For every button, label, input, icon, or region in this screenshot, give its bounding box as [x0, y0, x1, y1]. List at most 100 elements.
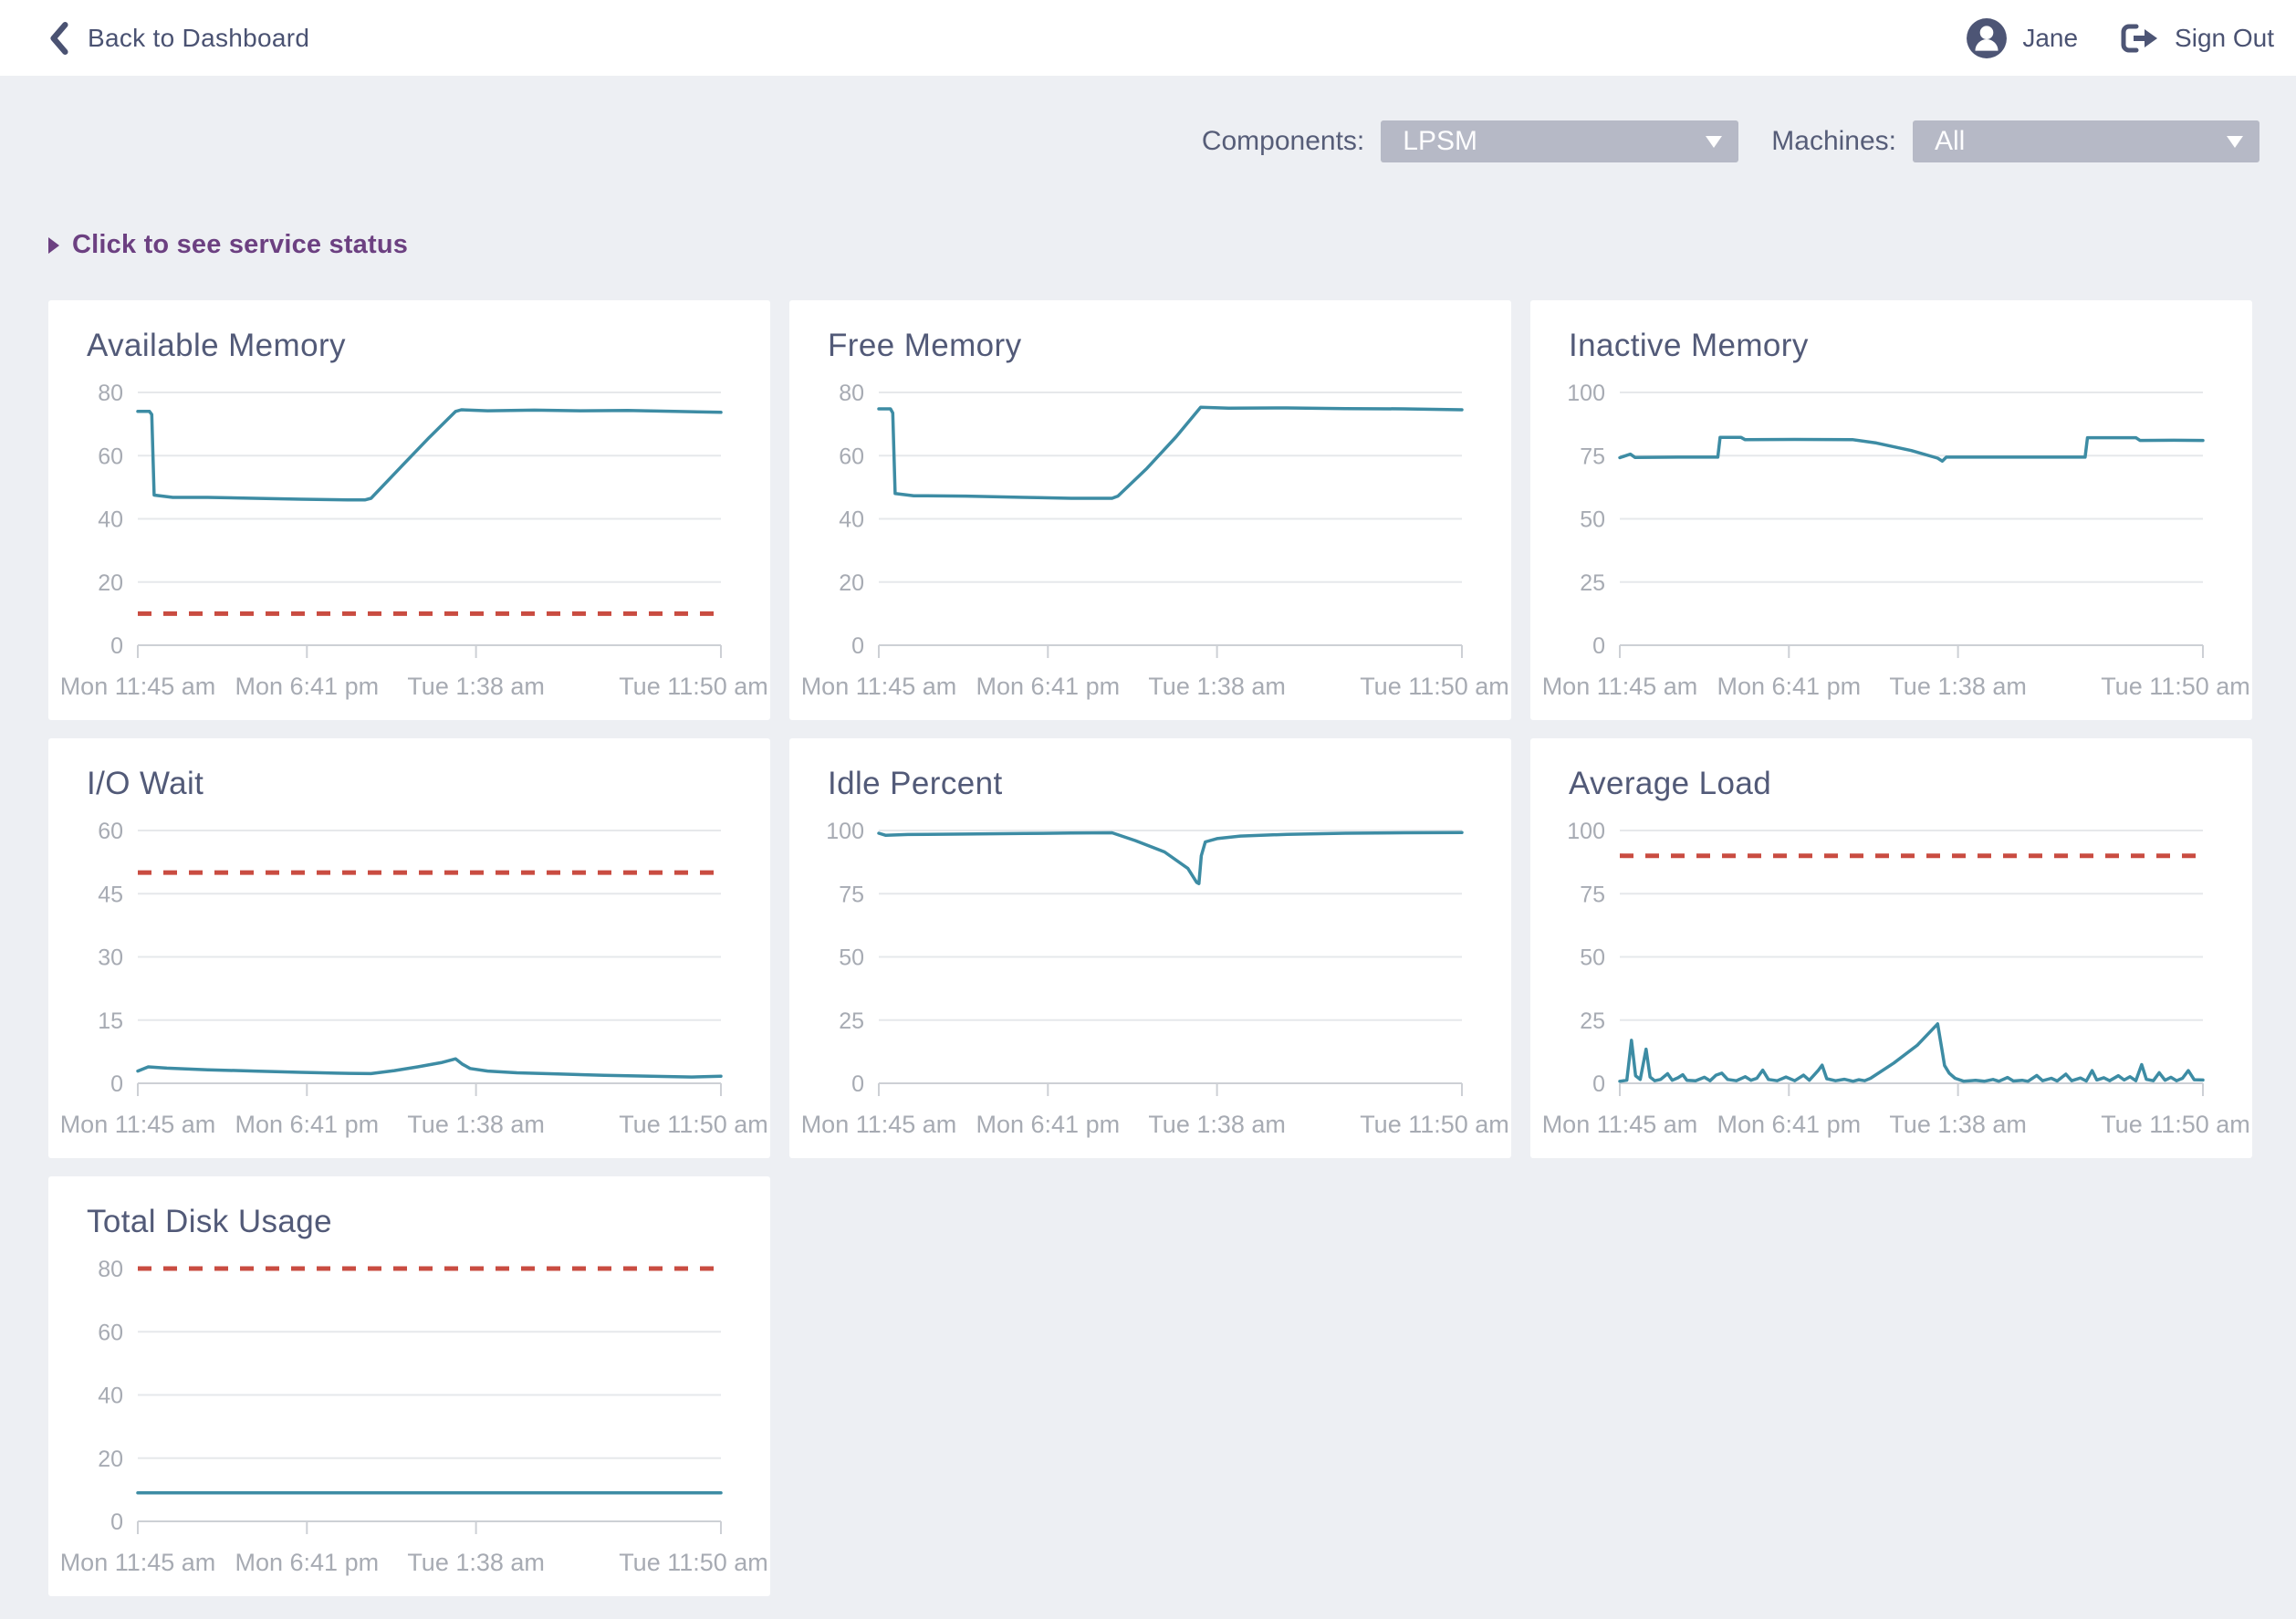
svg-text:Tue 1:38 am: Tue 1:38 am: [407, 673, 545, 700]
svg-text:60: 60: [98, 819, 123, 844]
svg-text:Mon 11:45 am: Mon 11:45 am: [60, 1111, 216, 1138]
chart-card-average-load: Average Load 0255075100Mon 11:45 amMon 6…: [1530, 738, 2252, 1158]
chart-card-free-memory: Free Memory 020406080Mon 11:45 amMon 6:4…: [789, 300, 1511, 720]
machines-selected-value: All: [1935, 126, 1965, 157]
svg-text:80: 80: [98, 381, 123, 406]
svg-text:Tue 1:38 am: Tue 1:38 am: [1889, 673, 2027, 700]
chart-card-idle-percent: Idle Percent 0255075100Mon 11:45 amMon 6…: [789, 738, 1511, 1158]
svg-text:Tue 11:50 am: Tue 11:50 am: [619, 1111, 768, 1138]
svg-text:Tue 1:38 am: Tue 1:38 am: [1148, 1111, 1286, 1138]
service-status-toggle[interactable]: Click to see service status: [48, 230, 408, 260]
available-memory-chart: 0 20 40 60 80 Mon 11:45 am Mon 6:41 pm Tue 1:38…: [48, 300, 770, 720]
svg-text:75: 75: [839, 882, 864, 907]
svg-text:15: 15: [98, 1008, 123, 1034]
svg-text:25: 25: [1580, 1008, 1605, 1034]
svg-text:45: 45: [98, 882, 123, 907]
svg-text:20: 20: [839, 570, 864, 596]
svg-text:80: 80: [98, 1257, 123, 1282]
average-load-chart: 0 25 50 75 100 Mon 11:45 am Mon 6:41 pm Tue 1:3…: [1530, 738, 2252, 1158]
components-selected-value: LPSM: [1403, 126, 1477, 157]
svg-text:40: 40: [839, 507, 864, 533]
io-wait-chart: 0 15 30 45 60 Mon 11:45 am Mon 6:41 pm Tue 1:38…: [48, 738, 770, 1158]
user-name: Jane: [2022, 24, 2078, 53]
svg-text:20: 20: [98, 570, 123, 596]
svg-text:Tue 11:50 am: Tue 11:50 am: [1360, 673, 1509, 700]
svg-text:0: 0: [851, 1071, 864, 1097]
svg-text:Mon 11:45 am: Mon 11:45 am: [801, 673, 957, 700]
svg-text:0: 0: [1592, 633, 1605, 659]
components-select[interactable]: LPSM: [1381, 120, 1738, 162]
svg-text:Tue 1:38 am: Tue 1:38 am: [407, 1549, 545, 1576]
chart-card-total-disk-usage: Total Disk Usage 020406080Mon 11:45 amMo…: [48, 1176, 770, 1596]
svg-text:0: 0: [110, 1509, 123, 1535]
svg-text:Mon 6:41 pm: Mon 6:41 pm: [235, 673, 380, 700]
user-avatar-icon[interactable]: [1966, 17, 2008, 59]
svg-text:Mon 6:41 pm: Mon 6:41 pm: [235, 1111, 380, 1138]
svg-text:40: 40: [98, 507, 123, 533]
svg-text:Tue 11:50 am: Tue 11:50 am: [2101, 673, 2250, 700]
chart-grid: Available Memory 020406080Mon 11:45 amMo…: [48, 300, 2252, 1596]
svg-text:80: 80: [839, 381, 864, 406]
sign-out-label: Sign Out: [2175, 24, 2274, 53]
svg-text:Tue 11:50 am: Tue 11:50 am: [2101, 1111, 2250, 1138]
svg-text:75: 75: [1580, 882, 1605, 907]
svg-text:0: 0: [110, 633, 123, 659]
svg-text:Tue 11:50 am: Tue 11:50 am: [619, 1549, 768, 1576]
svg-text:100: 100: [1567, 381, 1605, 406]
svg-text:0: 0: [851, 633, 864, 659]
back-to-dashboard-button[interactable]: Back to Dashboard: [49, 22, 309, 55]
dropdown-arrow-icon: [2227, 136, 2243, 148]
svg-text:Mon 11:45 am: Mon 11:45 am: [1542, 1111, 1698, 1138]
svg-text:50: 50: [839, 945, 864, 971]
svg-text:20: 20: [98, 1447, 123, 1472]
svg-text:30: 30: [98, 945, 123, 971]
sign-out-icon: [2120, 22, 2160, 55]
svg-text:Mon 11:45 am: Mon 11:45 am: [60, 1549, 216, 1576]
svg-text:Mon 11:45 am: Mon 11:45 am: [60, 673, 216, 700]
svg-text:50: 50: [1580, 945, 1605, 971]
svg-text:Mon 11:45 am: Mon 11:45 am: [801, 1111, 957, 1138]
svg-text:100: 100: [826, 819, 864, 844]
sign-out-button[interactable]: Sign Out: [2120, 22, 2274, 55]
svg-text:Mon 6:41 pm: Mon 6:41 pm: [976, 1111, 1121, 1138]
svg-text:Tue 1:38 am: Tue 1:38 am: [407, 1111, 545, 1138]
svg-text:Tue 1:38 am: Tue 1:38 am: [1889, 1111, 2027, 1138]
svg-text:Mon 6:41 pm: Mon 6:41 pm: [1717, 1111, 1862, 1138]
svg-text:25: 25: [1580, 570, 1605, 596]
svg-text:60: 60: [839, 444, 864, 469]
svg-text:Mon 6:41 pm: Mon 6:41 pm: [235, 1549, 380, 1576]
components-label: Components:: [1202, 126, 1364, 157]
svg-text:60: 60: [98, 1320, 123, 1345]
service-status-label: Click to see service status: [72, 230, 408, 260]
user-area: Jane Sign Out: [1966, 17, 2274, 59]
svg-text:75: 75: [1580, 444, 1605, 469]
machines-label: Machines:: [1771, 126, 1896, 157]
back-to-dashboard-label: Back to Dashboard: [88, 24, 309, 53]
chevron-left-icon: [49, 22, 69, 55]
svg-text:Tue 1:38 am: Tue 1:38 am: [1148, 673, 1286, 700]
svg-text:40: 40: [98, 1384, 123, 1409]
top-bar: Back to Dashboard Jane Sign Out: [0, 0, 2296, 76]
svg-text:Tue 11:50 am: Tue 11:50 am: [1360, 1111, 1509, 1138]
svg-text:100: 100: [1567, 819, 1605, 844]
svg-text:Mon 6:41 pm: Mon 6:41 pm: [976, 673, 1121, 700]
svg-text:0: 0: [110, 1071, 123, 1097]
total-disk-usage-chart: 0 20 40 60 80 Mon 11:45 am Mon 6:41 pm Tue 1:38…: [48, 1176, 770, 1596]
svg-text:25: 25: [839, 1008, 864, 1034]
svg-text:0: 0: [1592, 1071, 1605, 1097]
svg-text:Tue 11:50 am: Tue 11:50 am: [619, 673, 768, 700]
dropdown-arrow-icon: [1706, 136, 1722, 148]
chart-card-inactive-memory: Inactive Memory 0255075100Mon 11:45 amMo…: [1530, 300, 2252, 720]
idle-percent-chart: 0 25 50 75 100 Mon 11:45 am Mon 6:41 pm Tue 1:3…: [789, 738, 1511, 1158]
svg-text:Mon 11:45 am: Mon 11:45 am: [1542, 673, 1698, 700]
filter-controls: Components: LPSM Machines: All: [1202, 120, 2259, 162]
disclosure-triangle-icon: [48, 237, 59, 254]
svg-text:60: 60: [98, 444, 123, 469]
free-memory-chart: 0 20 40 60 80 Mon 11:45 am Mon 6:41 pm Tue 1:38…: [789, 300, 1511, 720]
machines-select[interactable]: All: [1913, 120, 2259, 162]
chart-card-available-memory: Available Memory 020406080Mon 11:45 amMo…: [48, 300, 770, 720]
svg-text:Mon 6:41 pm: Mon 6:41 pm: [1717, 673, 1862, 700]
chart-card-io-wait: I/O Wait 015304560Mon 11:45 amMon 6:41 p…: [48, 738, 770, 1158]
svg-text:50: 50: [1580, 507, 1605, 533]
inactive-memory-chart: 0 25 50 75 100 Mon 11:45 am Mon 6:41 pm Tue 1:3…: [1530, 300, 2252, 720]
